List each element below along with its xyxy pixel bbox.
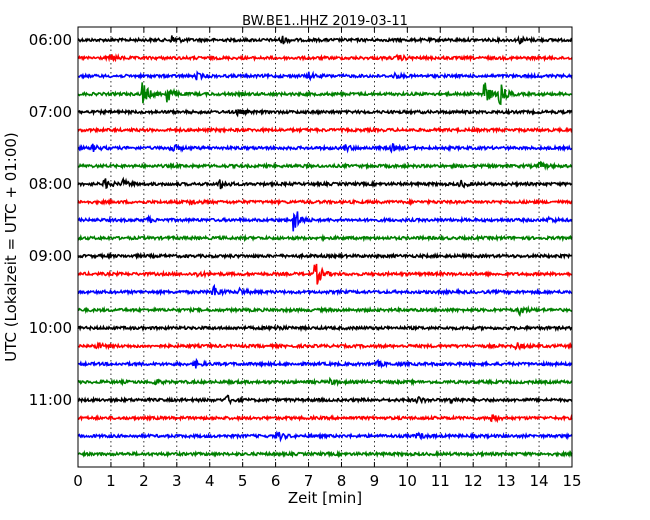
x-tick-label: 13 xyxy=(497,472,516,490)
trace-line xyxy=(77,176,573,190)
trace-line xyxy=(77,357,573,369)
x-tick-label: 10 xyxy=(398,472,417,490)
trace-line xyxy=(77,251,573,261)
trace-line xyxy=(77,304,573,318)
y-tick-label: 08:00 xyxy=(29,175,72,193)
x-tick-label: 6 xyxy=(271,472,281,490)
trace-line xyxy=(77,70,573,82)
trace-line xyxy=(77,323,573,333)
y-tick-label: 06:00 xyxy=(29,31,72,49)
y-tick-label: 10:00 xyxy=(29,319,72,337)
trace-line xyxy=(77,143,573,154)
trace-line xyxy=(77,126,573,135)
x-tick-label: 5 xyxy=(238,472,248,490)
trace-line xyxy=(77,341,573,351)
x-tick-label: 0 xyxy=(73,472,83,490)
x-axis-label: Zeit [min] xyxy=(288,489,362,507)
trace-line xyxy=(77,160,573,171)
trace-line xyxy=(77,413,573,424)
trace-line xyxy=(77,107,573,118)
y-axis-label: UTC (Lokalzeit = UTC + 01:00) xyxy=(2,132,20,362)
x-tick-label: 7 xyxy=(304,472,314,490)
plot-frame xyxy=(77,26,573,468)
trace-line xyxy=(77,211,573,232)
trace-line xyxy=(77,53,573,63)
x-tick-label: 15 xyxy=(562,472,581,490)
trace-line xyxy=(77,233,573,243)
y-tick-label: 09:00 xyxy=(29,247,72,265)
trace-line xyxy=(77,376,573,387)
x-tick-label: 12 xyxy=(464,472,483,490)
x-tick-label: 14 xyxy=(530,472,549,490)
trace-line xyxy=(77,197,573,207)
chart-title: BW.BE1..HHZ 2019-03-11 xyxy=(242,14,408,29)
x-tick-label: 4 xyxy=(205,472,215,490)
trace-line xyxy=(77,82,573,106)
seismic-traces xyxy=(77,34,573,459)
x-tick-label: 2 xyxy=(139,472,149,490)
trace-line xyxy=(77,263,573,285)
x-axis-ticks: 0 1 2 3 4 5 6 7 8 9 10 11 12 13 14 15 xyxy=(73,27,582,490)
trace-line xyxy=(77,34,573,45)
y-axis-ticks: 06:00 07:00 08:00 09:00 10:00 11:00 xyxy=(29,31,572,409)
trace-line xyxy=(77,430,573,443)
trace-line xyxy=(77,394,573,406)
x-tick-label: 1 xyxy=(106,472,116,490)
x-tick-label: 3 xyxy=(172,472,182,490)
trace-line xyxy=(77,449,573,459)
x-tick-label: 11 xyxy=(431,472,450,490)
y-tick-label: 11:00 xyxy=(29,391,72,409)
x-tick-label: 9 xyxy=(370,472,380,490)
y-tick-label: 07:00 xyxy=(29,103,72,121)
x-tick-label: 8 xyxy=(337,472,347,490)
trace-line xyxy=(77,283,573,297)
